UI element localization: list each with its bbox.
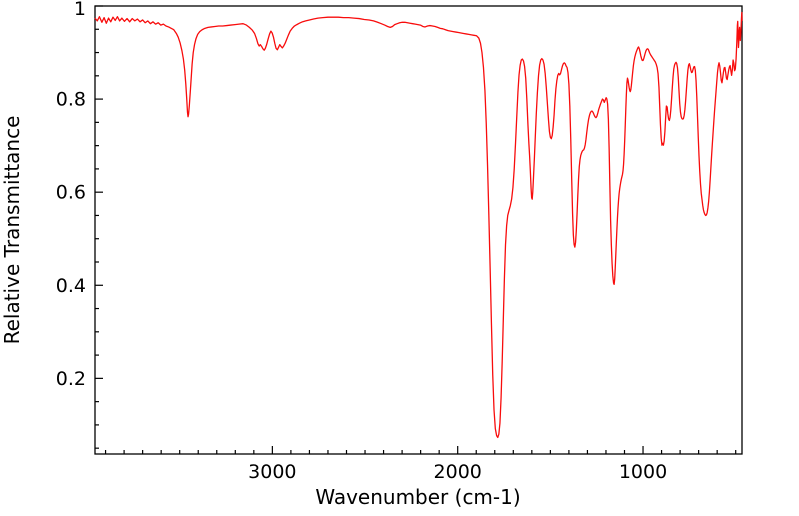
plot-frame — [94, 5, 743, 455]
x-tick-label: 1000 — [619, 461, 667, 483]
y-tick-label: 0.4 — [56, 275, 86, 297]
axis-tick-labels: 3000 2000 1000 1 0.8 0.6 0.4 0.2 — [56, 0, 667, 483]
y-axis-label: Relative Transmittance — [0, 116, 24, 345]
axis-ticks — [95, 5, 737, 454]
x-axis-label: Wavenumber (cm-1) — [315, 485, 520, 509]
y-tick-label: 0.6 — [56, 182, 86, 204]
x-tick-label: 3000 — [248, 461, 296, 483]
x-tick-label: 2000 — [434, 461, 482, 483]
y-tick-label: 1 — [74, 0, 86, 20]
y-tick-label: 0.8 — [56, 89, 86, 111]
spectrum-line — [94, 11, 743, 439]
y-tick-label: 0.2 — [56, 368, 86, 390]
